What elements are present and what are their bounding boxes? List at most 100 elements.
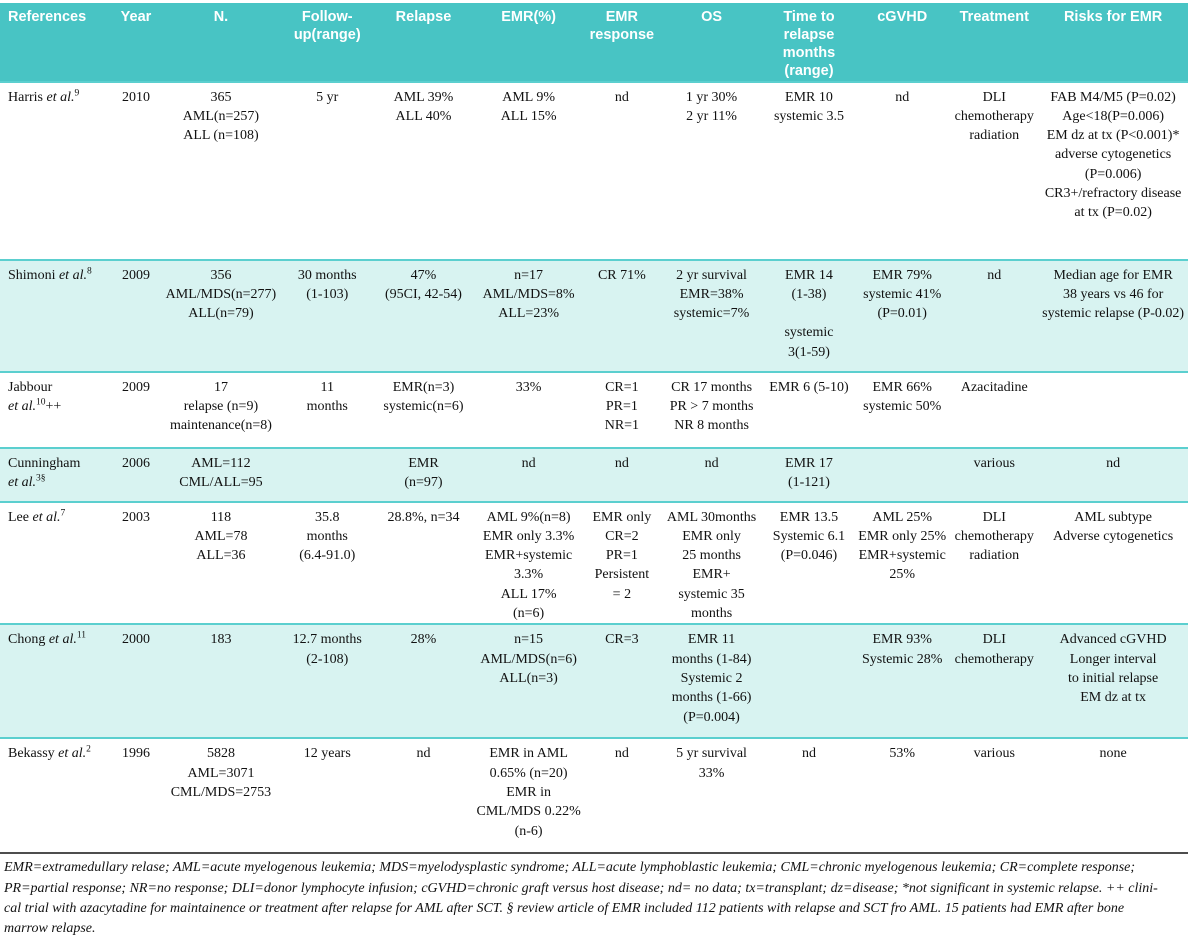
- table-row: Jabbour et al.10++ 2009 17 relapse (n=9)…: [0, 371, 1188, 448]
- cell-year: 1996: [122, 746, 150, 762]
- table-row: Chong et al.11 2000 183 12.7 months (2-1…: [0, 624, 1188, 739]
- cell-emr-pct: AML 9%(n=8) EMR only 3.3% EMR+systemic 3…: [482, 509, 575, 622]
- cell-emr-pct: AML 9% ALL 15%: [500, 89, 557, 124]
- reference-author: Shimoni: [8, 267, 56, 283]
- cell-cgvhd: AML 25% EMR only 25% EMR+systemic 25%: [858, 509, 947, 583]
- reference-etal: et al.: [32, 509, 61, 525]
- emr-studies-table: References Year N. Follow- up(range) Rel…: [0, 3, 1188, 851]
- cell-time-to-relapse: EMR 13.5 Systemic 6.1 (P=0.046): [772, 509, 846, 564]
- reference-author: Chong: [8, 632, 46, 648]
- table-row: Bekassy et al.2 1996 5828 AML=3071 CML/M…: [0, 738, 1188, 851]
- table-header: References Year N. Follow- up(range) Rel…: [0, 3, 1188, 82]
- cell-treatment: DLI chemotherapy radiation: [954, 89, 1034, 144]
- table-row: Lee et al.7 2003 118 AML=78 ALL=36 35.8 …: [0, 501, 1188, 625]
- table-row: Harris et al.9 2010 365 AML(n=257) ALL (…: [0, 81, 1188, 260]
- cell-treatment: nd: [987, 267, 1002, 283]
- cell-relapse: 28%: [410, 632, 437, 648]
- col-header-followup: Follow- up(range): [293, 9, 361, 44]
- cell-cgvhd: 53%: [889, 746, 916, 762]
- reference-author: Jabbour: [8, 379, 53, 395]
- cell-reference: Jabbour et al.10++: [0, 372, 110, 448]
- cell-followup: 30 months (1-103): [297, 267, 357, 302]
- table-row: Shimoni et al.8 2009 356 AML/MDS(n=277) …: [0, 259, 1188, 372]
- cell-cgvhd: [854, 448, 950, 502]
- cell-emr-response: CR 71%: [597, 267, 646, 283]
- cell-relapse: AML 39% ALL 40%: [393, 89, 454, 124]
- reference-suffix: ++: [45, 398, 62, 414]
- cell-time-to-relapse: EMR 6 (5-10): [769, 379, 849, 395]
- cell-time-to-relapse: [764, 624, 854, 738]
- cell-year: 2009: [122, 267, 150, 283]
- reference-etal: et al.: [58, 746, 87, 762]
- cell-year: 2003: [122, 509, 150, 525]
- cell-reference: Chong et al.11: [0, 624, 110, 738]
- reference-etal: et al.: [48, 632, 77, 648]
- footnote: EMR=extramedullary relase; AML=acute mye…: [0, 852, 1188, 945]
- cell-n: 5828 AML=3071 CML/MDS=2753: [170, 746, 272, 800]
- col-header-n: N.: [213, 9, 229, 25]
- reference-citation-number: 11: [76, 630, 87, 641]
- reference-citation-number: 3§: [36, 473, 46, 484]
- cell-emr-response: CR=1 PR=1 NR=1: [604, 379, 640, 434]
- cell-followup: 35.8 months (6.4-91.0): [299, 509, 356, 564]
- cell-emr-pct: 33%: [515, 379, 542, 395]
- cell-time-to-relapse: nd: [801, 746, 816, 762]
- reference-author: Harris: [8, 89, 43, 105]
- cell-os: 1 yr 30% 2 yr 11%: [685, 89, 738, 124]
- cell-risks-for-emr: Advanced cGVHD Longer interval to initia…: [1059, 632, 1167, 706]
- cell-risks-for-emr: [1038, 372, 1188, 448]
- cell-risks-for-emr: none: [1099, 746, 1127, 762]
- col-header-cgvhd: cGVHD: [877, 9, 928, 25]
- cell-cgvhd: EMR 79% systemic 41% (P=0.01): [863, 267, 942, 322]
- cell-os: EMR 11 months (1-84) Systemic 2 months (…: [671, 632, 752, 725]
- cell-os: nd: [704, 455, 719, 471]
- cell-time-to-relapse: EMR 17 (1-121): [785, 455, 833, 490]
- cell-n: 365 AML(n=257) ALL (n=108): [182, 89, 260, 144]
- header-row: References Year N. Follow- up(range) Rel…: [0, 3, 1188, 82]
- reference-etal: et al.: [46, 89, 75, 105]
- reference-citation-number: 10: [36, 397, 46, 408]
- col-header-emr-pct: EMR(%): [501, 9, 556, 25]
- cell-emr-pct: n=17 AML/MDS=8% ALL=23%: [482, 267, 575, 322]
- col-header-references: References: [8, 9, 87, 25]
- cell-relapse: EMR(n=3) systemic(n=6): [383, 379, 464, 414]
- cell-time-to-relapse: EMR 10 systemic 3.5: [773, 89, 844, 124]
- cell-os: 2 yr survival EMR=38% systemic=7%: [673, 267, 750, 322]
- cell-emr-response: CR=3: [605, 632, 639, 648]
- reference-citation-number: 9: [74, 87, 80, 98]
- cell-reference: Harris et al.9: [0, 82, 110, 260]
- cell-n: AML=112 CML/ALL=95: [179, 455, 263, 490]
- reference-citation-number: 7: [60, 507, 66, 518]
- col-header-risks-for-emr: Risks for EMR: [1063, 9, 1163, 25]
- cell-relapse: 47% (95CI, 42-54): [384, 267, 462, 302]
- cell-risks-for-emr: Median age for EMR 38 years vs 46 for sy…: [1042, 267, 1185, 322]
- cell-cgvhd: EMR 66% systemic 50%: [863, 379, 942, 414]
- cell-cgvhd: EMR 93% Systemic 28%: [861, 632, 943, 667]
- col-header-os: OS: [701, 9, 723, 25]
- cell-emr-response: nd: [614, 89, 629, 105]
- cell-emr-pct: nd: [521, 455, 536, 471]
- cell-treatment: DLI chemotherapy radiation: [954, 509, 1034, 564]
- cell-emr-pct: EMR in AML 0.65% (n=20) EMR in CML/MDS 0…: [476, 746, 581, 839]
- cell-year: 2006: [122, 455, 150, 471]
- cell-relapse: 28.8%, n=34: [387, 509, 460, 525]
- cell-n: 17 relapse (n=9) maintenance(n=8): [169, 379, 272, 434]
- cell-treatment: various: [973, 746, 1015, 762]
- cell-emr-response: nd: [614, 455, 629, 471]
- cell-reference: Shimoni et al.8: [0, 260, 110, 372]
- table-body: Harris et al.9 2010 365 AML(n=257) ALL (…: [0, 81, 1188, 851]
- cell-risks-for-emr: nd: [1106, 455, 1121, 471]
- cell-risks-for-emr: FAB M4/M5 (P=0.02) Age<18(P=0.006) EM dz…: [1044, 89, 1182, 221]
- cell-os: AML 30months EMR only 25 months EMR+ sys…: [666, 509, 757, 622]
- cell-followup: [280, 448, 374, 502]
- cell-reference: Bekassy et al.2: [0, 738, 110, 850]
- cell-treatment: DLI chemotherapy: [954, 632, 1034, 667]
- cell-relapse: nd: [416, 746, 431, 762]
- cell-time-to-relapse: EMR 14 (1-38) systemic 3(1-59): [784, 267, 834, 360]
- cell-n: 356 AML/MDS(n=277) ALL(n=79): [165, 267, 277, 322]
- reference-author: Cunningham: [8, 455, 81, 471]
- cell-followup: 11 months: [306, 379, 348, 414]
- cell-reference: Lee et al.7: [0, 502, 110, 625]
- col-header-emr-response: EMR response: [589, 9, 655, 44]
